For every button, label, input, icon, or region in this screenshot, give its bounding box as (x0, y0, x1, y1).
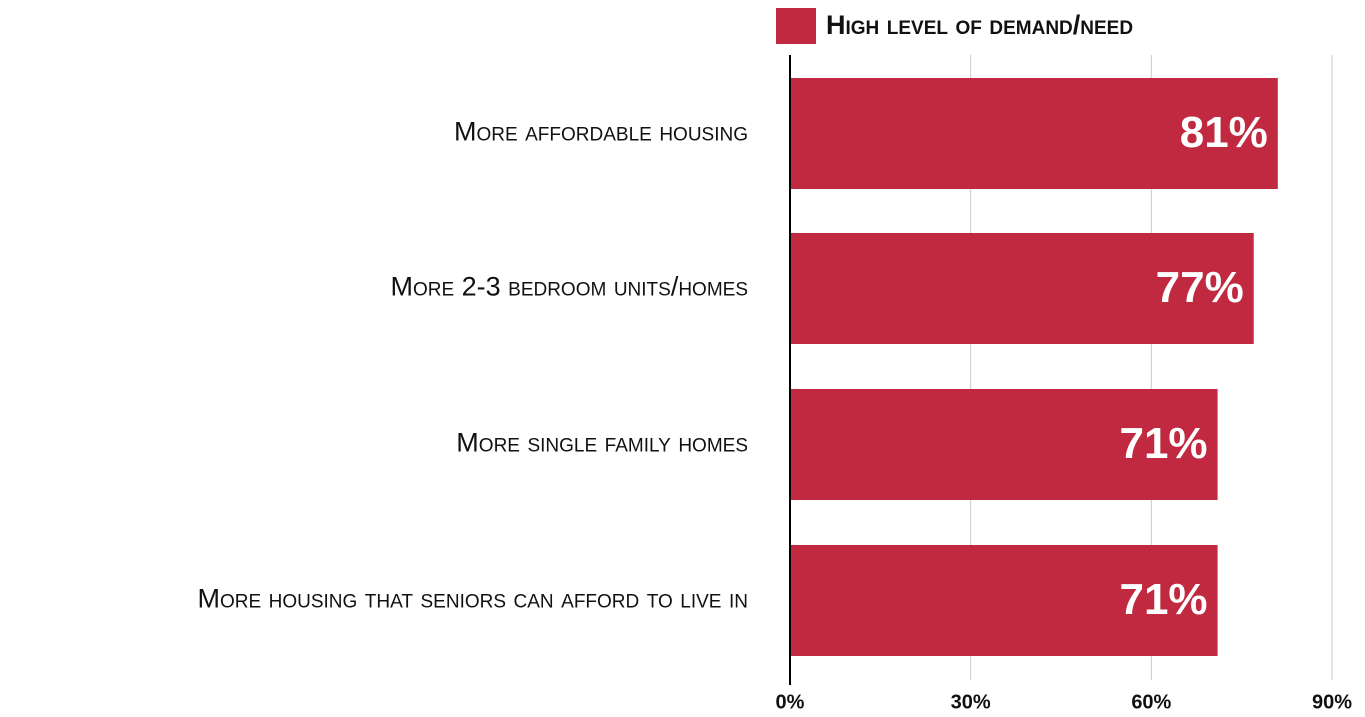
x-tick-label: 60% (1131, 691, 1171, 713)
x-tick-label: 0% (776, 691, 805, 713)
bar (790, 233, 1254, 344)
bar (790, 389, 1218, 500)
x-tick-label: 90% (1312, 691, 1352, 713)
category-label: More single family homes (456, 428, 748, 458)
value-label: 81% (1180, 108, 1268, 157)
value-label: 71% (1119, 575, 1207, 624)
bar (790, 545, 1218, 656)
value-label: 71% (1119, 419, 1207, 468)
legend-swatch (776, 8, 816, 44)
legend-label: High level of demand/need (826, 10, 1133, 40)
category-label: More affordable housing (454, 117, 748, 147)
value-label: 77% (1156, 263, 1244, 312)
category-label: More housing that seniors can afford to … (197, 584, 748, 614)
x-tick-label: 30% (951, 691, 991, 713)
category-label: More 2-3 bedroom units/homes (390, 272, 748, 302)
bar (790, 78, 1278, 189)
